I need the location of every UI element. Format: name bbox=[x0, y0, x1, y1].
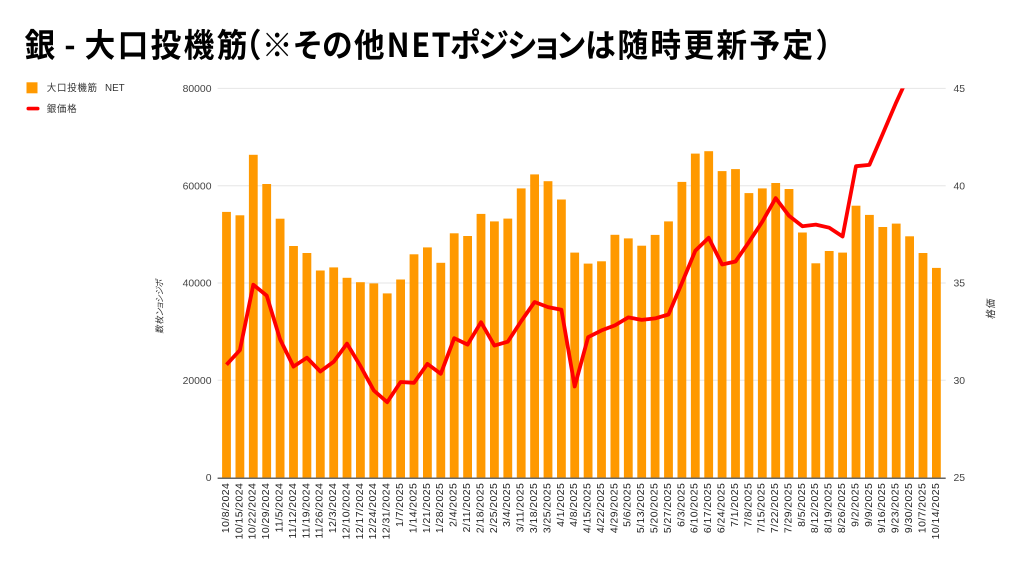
svg-text:10/29/2024: 10/29/2024 bbox=[261, 483, 272, 540]
svg-text:6/3/2025: 6/3/2025 bbox=[676, 483, 687, 527]
svg-text:2/25/2025: 2/25/2025 bbox=[489, 483, 500, 533]
svg-text:11/19/2024: 11/19/2024 bbox=[301, 483, 312, 539]
svg-text:8/26/2025: 8/26/2025 bbox=[837, 483, 848, 533]
svg-text:45: 45 bbox=[954, 84, 966, 95]
svg-text:5/13/2025: 5/13/2025 bbox=[636, 483, 647, 533]
svg-text:10/15/2024: 10/15/2024 bbox=[234, 483, 245, 540]
svg-text:6/10/2025: 6/10/2025 bbox=[690, 483, 701, 533]
svg-text:12/3/2024: 12/3/2024 bbox=[328, 483, 339, 533]
svg-text:1/7/2025: 1/7/2025 bbox=[395, 483, 406, 527]
svg-text:12/24/2024: 12/24/2024 bbox=[368, 483, 379, 540]
svg-text:7/8/2025: 7/8/2025 bbox=[743, 483, 754, 527]
svg-text:10/7/2025: 10/7/2025 bbox=[917, 483, 928, 533]
svg-text:9/2/2025: 9/2/2025 bbox=[850, 483, 861, 527]
svg-text:5/6/2025: 5/6/2025 bbox=[623, 483, 634, 527]
svg-text:12/17/2024: 12/17/2024 bbox=[355, 483, 366, 540]
svg-text:4/15/2025: 4/15/2025 bbox=[583, 483, 594, 533]
svg-text:5/20/2025: 5/20/2025 bbox=[650, 483, 661, 533]
svg-text:11/5/2024: 11/5/2024 bbox=[275, 483, 286, 533]
svg-text:6/24/2025: 6/24/2025 bbox=[717, 483, 728, 533]
svg-text:7/29/2025: 7/29/2025 bbox=[783, 483, 794, 533]
svg-text:5/27/2025: 5/27/2025 bbox=[663, 483, 674, 533]
svg-text:2/4/2025: 2/4/2025 bbox=[449, 483, 460, 527]
svg-text:9/23/2025: 9/23/2025 bbox=[891, 483, 902, 533]
svg-text:0: 0 bbox=[206, 473, 212, 484]
svg-text:8/5/2025: 8/5/2025 bbox=[797, 483, 808, 527]
svg-text:60000: 60000 bbox=[183, 181, 212, 192]
svg-text:10/14/2025: 10/14/2025 bbox=[931, 483, 942, 540]
svg-text:9/16/2025: 9/16/2025 bbox=[877, 483, 888, 533]
svg-text:7/22/2025: 7/22/2025 bbox=[770, 483, 781, 533]
svg-text:3/25/2025: 3/25/2025 bbox=[542, 483, 553, 533]
svg-text:10/8/2024: 10/8/2024 bbox=[221, 483, 232, 533]
svg-text:11/26/2024: 11/26/2024 bbox=[315, 483, 326, 539]
svg-text:12/31/2024: 12/31/2024 bbox=[382, 483, 393, 540]
svg-text:6/17/2025: 6/17/2025 bbox=[703, 483, 714, 533]
svg-text:40: 40 bbox=[954, 181, 966, 192]
svg-text:12/10/2024: 12/10/2024 bbox=[341, 483, 352, 540]
svg-text:1/21/2025: 1/21/2025 bbox=[422, 483, 433, 533]
svg-text:3/11/2025: 3/11/2025 bbox=[516, 483, 527, 533]
svg-text:30: 30 bbox=[954, 376, 966, 387]
svg-text:7/1/2025: 7/1/2025 bbox=[730, 483, 741, 527]
svg-text:9/30/2025: 9/30/2025 bbox=[904, 483, 915, 533]
svg-text:3/4/2025: 3/4/2025 bbox=[502, 483, 513, 527]
svg-text:7/15/2025: 7/15/2025 bbox=[757, 483, 768, 533]
svg-text:1/14/2025: 1/14/2025 bbox=[408, 483, 419, 533]
svg-text:1/28/2025: 1/28/2025 bbox=[435, 483, 446, 533]
svg-text:8/19/2025: 8/19/2025 bbox=[824, 483, 835, 533]
svg-text:4/22/2025: 4/22/2025 bbox=[596, 483, 607, 533]
svg-text:9/9/2025: 9/9/2025 bbox=[864, 483, 875, 527]
svg-text:2/11/2025: 2/11/2025 bbox=[462, 483, 473, 533]
svg-text:4/8/2025: 4/8/2025 bbox=[569, 483, 580, 527]
svg-text:40000: 40000 bbox=[183, 279, 212, 290]
svg-text:10/22/2024: 10/22/2024 bbox=[248, 483, 259, 540]
svg-text:2/18/2025: 2/18/2025 bbox=[475, 483, 486, 533]
svg-text:80000: 80000 bbox=[183, 84, 212, 95]
svg-text:8/12/2025: 8/12/2025 bbox=[810, 483, 821, 533]
svg-text:11/12/2024: 11/12/2024 bbox=[288, 483, 299, 539]
svg-text:NET: NET bbox=[105, 83, 125, 94]
svg-text:3/18/2025: 3/18/2025 bbox=[529, 483, 540, 533]
svg-text:4/29/2025: 4/29/2025 bbox=[609, 483, 620, 533]
svg-text:35: 35 bbox=[954, 279, 966, 290]
svg-text:20000: 20000 bbox=[183, 376, 212, 387]
svg-text:4/1/2025: 4/1/2025 bbox=[556, 483, 567, 527]
svg-text:25: 25 bbox=[954, 473, 966, 484]
